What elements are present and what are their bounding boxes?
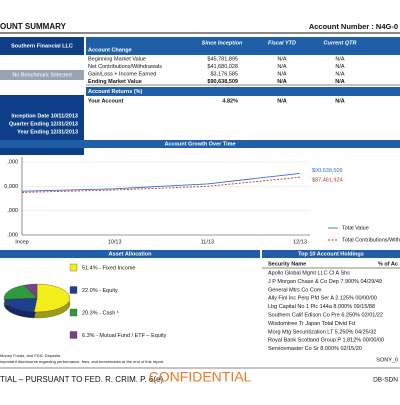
legend-swatch [69, 286, 78, 294]
x-tick-label: 11/13 [201, 239, 214, 245]
holding: Ally Finl Inc Perp Pfd Ser A 2.125% 00/0… [268, 296, 377, 302]
doc-id: DB-SDN [373, 377, 398, 384]
cell: Gain/Loss + Income Earned [88, 71, 156, 77]
cell: Net Contributions/Withdrawals [88, 64, 162, 70]
pie-slice [3, 284, 38, 300]
y-tick-label: ,000 [7, 232, 18, 238]
cell: Ending Market Value [88, 79, 142, 85]
legend-label: 20.3% - Cash ¹ [82, 310, 119, 316]
allocation-header [0, 250, 260, 258]
legend-label: 22.0% - Equity [82, 288, 118, 294]
x-tick-label: Incep [15, 239, 28, 245]
cell: N/A [335, 98, 345, 104]
cell: N/A [335, 71, 345, 77]
account-number: Account Number : N4G-0 [309, 22, 398, 31]
holding: Lbg Capital No 1 Plc 144a 8.000% 09/15/8… [268, 304, 375, 310]
chart-title: Account Growth Over Time [164, 141, 235, 147]
column-header: Security Name [268, 261, 306, 267]
column-header: Current QTR [324, 40, 357, 46]
pie-slice [33, 283, 71, 313]
cell: $3,176,585 [210, 71, 238, 77]
column-header: Fiscal YTD [268, 40, 296, 46]
returns-header [86, 87, 400, 96]
legend-label: Total Value [342, 225, 369, 231]
cell: N/A [277, 64, 287, 70]
cell: N/A [277, 98, 287, 104]
holding: Apollo Global Mgmt LLC Cl A Shs [268, 270, 350, 276]
cell: N/A [277, 79, 287, 85]
holdings-header [262, 250, 400, 258]
legal: TIAL – PURSUANT TO FED. R. CRIM. P. 6(e) [0, 375, 163, 384]
series-line [21, 176, 301, 193]
sidebar-firm-box [0, 37, 84, 55]
holding: Servicemaster Co Sr 8.000% 02/15/20 [268, 346, 362, 352]
cell: 4.82% [222, 98, 238, 104]
holding: Southern Calif Edison Co Pre 6.250% 02/0… [268, 312, 383, 318]
pie-slice [23, 283, 38, 299]
legend-label: Total Contributions/With [342, 237, 400, 243]
legend-swatch [69, 331, 78, 339]
y-tick-label: 0,000 [4, 184, 18, 190]
column-header: Account Change [88, 47, 132, 53]
legend-swatch [69, 263, 78, 272]
cell: $90,638,509 [207, 79, 238, 85]
x-tick-label: 12/13 [293, 239, 307, 245]
cell: Your Account [88, 98, 124, 104]
holding: Royal Bank Scotland Group P 1.812% 00/00… [268, 338, 384, 344]
cell: N/A [335, 56, 345, 62]
holding: Wisdomtree Tr Japan Total Divid Fd [268, 321, 355, 327]
allocation-title: Asset Allocation [109, 251, 153, 257]
table-header [86, 37, 400, 55]
doc-id: SONY_0 [376, 357, 398, 363]
legend-swatch [69, 308, 78, 317]
column-header: % of Ac [378, 261, 398, 267]
cell: N/A [277, 56, 287, 62]
series-line [21, 172, 301, 192]
cell: N/A [335, 64, 345, 70]
cell: N/A [277, 71, 287, 77]
firm: Southern Financial LLC [11, 43, 73, 49]
holdings-title: Top 10 Account Holdings [298, 251, 364, 257]
legend-label: 51.4% - Fixed Income [82, 265, 136, 271]
holding: J P Morgan Chase & Co Dep 7.900% 04/29/4… [268, 279, 382, 285]
sidebar-benchmark-box [0, 70, 84, 80]
footnote: important disclosures regarding performa… [0, 359, 164, 364]
date: Inception Date 10/11/2013 [11, 113, 78, 119]
returns-title: Account Returns (%) [88, 89, 143, 95]
y-tick-label: ,000 [7, 159, 18, 165]
column-header: Since Inception [202, 40, 243, 46]
pie-slice [3, 297, 38, 313]
holding: General Mtrs Co Com [268, 287, 322, 293]
x-tick-label: 10/13 [108, 239, 122, 245]
cell: Beginning Market Value [88, 56, 146, 62]
title: OUNT SUMMARY [0, 22, 67, 31]
date: Year Ending 12/31/2013 [17, 129, 78, 135]
benchmark: No Benchmark Selected [12, 72, 71, 78]
legend-label: 6.3% - Mutual Fund / ETF – Equity [82, 333, 167, 339]
value-label: $90,638,509 [312, 168, 343, 174]
y-tick-label: ,000 [7, 208, 18, 214]
cell: $45,781,895 [207, 56, 238, 62]
growth-header [0, 140, 400, 148]
holding: Morg Mtg Securitization LT 5.250% 04/25/… [268, 329, 376, 335]
cell: N/A [335, 79, 345, 85]
cell: $41,680,028 [207, 64, 238, 70]
date: Quarter Ending 12/31/2013 [9, 121, 78, 127]
footnote: Money Funds, and FDIC Deposits. [0, 353, 61, 358]
value-label: $87,461,924 [312, 178, 343, 184]
stamp: CONFIDENTIAL [149, 369, 252, 385]
